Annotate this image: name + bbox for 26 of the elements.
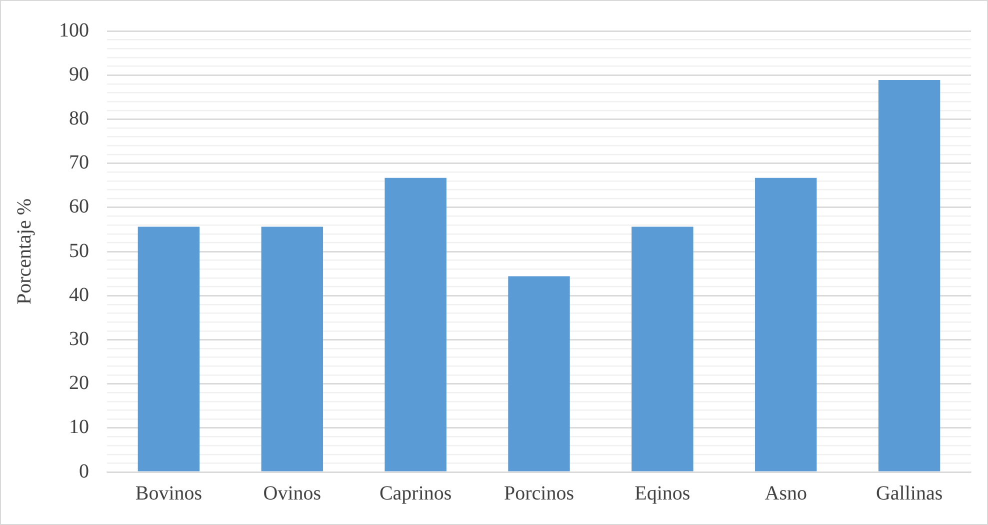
- y-tick-label: 60: [69, 196, 89, 218]
- x-tick-label: Bovinos: [135, 482, 202, 504]
- bar: [138, 226, 200, 472]
- x-tick-label: Eqinos: [634, 482, 690, 504]
- bar: [508, 276, 570, 472]
- y-tick-label: 0: [79, 460, 89, 482]
- y-axis-title: Porcentaje %: [13, 198, 36, 305]
- y-tick-label: 40: [69, 284, 89, 306]
- x-tick-label: Asno: [764, 482, 807, 504]
- y-tick-label: 50: [69, 240, 89, 262]
- bar: [755, 178, 817, 472]
- y-tick-label: 30: [69, 328, 89, 350]
- y-tick-label: 80: [69, 107, 89, 130]
- x-tick-label: Ovinos: [263, 482, 322, 504]
- y-tick-label: 20: [69, 372, 89, 394]
- bar: [384, 178, 446, 472]
- x-tick-label: Porcinos: [504, 482, 574, 504]
- bar: [261, 226, 323, 472]
- y-tick-label: 10: [69, 416, 89, 438]
- x-tick-label: Caprinos: [379, 482, 452, 504]
- bar: [632, 226, 694, 472]
- bar: [878, 80, 940, 472]
- y-tick-label: 70: [69, 152, 89, 174]
- y-tick-label: 100: [59, 19, 89, 42]
- y-tick-label: 90: [69, 63, 89, 86]
- x-tick-label: Gallinas: [876, 482, 943, 504]
